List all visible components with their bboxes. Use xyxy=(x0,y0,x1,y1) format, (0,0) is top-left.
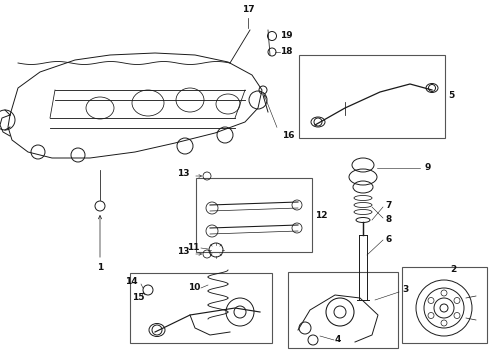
Bar xyxy=(288,272,398,348)
Text: 10: 10 xyxy=(188,284,200,292)
Text: 15: 15 xyxy=(132,292,145,302)
Text: 16: 16 xyxy=(282,130,294,139)
Bar xyxy=(299,55,445,138)
Bar xyxy=(196,178,312,252)
Text: 7: 7 xyxy=(385,201,392,210)
Text: 3: 3 xyxy=(402,285,408,294)
Text: 6: 6 xyxy=(385,235,391,244)
Bar xyxy=(402,267,487,343)
Text: 2: 2 xyxy=(450,266,456,274)
Text: 12: 12 xyxy=(315,211,327,220)
Text: 17: 17 xyxy=(242,5,254,14)
Text: 11: 11 xyxy=(188,243,200,252)
Text: 13: 13 xyxy=(177,170,190,179)
Text: 14: 14 xyxy=(125,278,138,287)
Bar xyxy=(130,273,272,343)
Text: 4: 4 xyxy=(335,336,342,345)
Text: 9: 9 xyxy=(424,163,430,172)
Text: 8: 8 xyxy=(385,216,391,225)
Text: 1: 1 xyxy=(97,264,103,273)
Text: 5: 5 xyxy=(448,91,454,100)
Text: 19: 19 xyxy=(280,31,293,40)
Text: 18: 18 xyxy=(280,48,293,57)
Text: 13: 13 xyxy=(177,248,190,256)
